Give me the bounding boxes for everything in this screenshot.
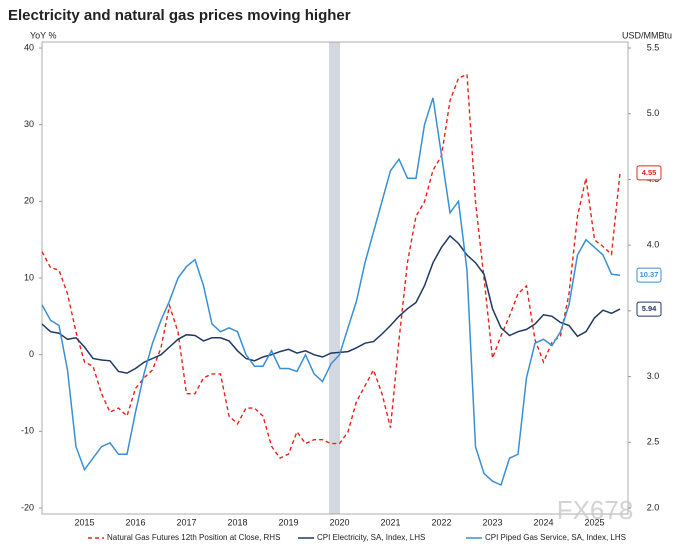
end-label: 4.55: [642, 168, 657, 177]
end-label: 5.94: [642, 304, 657, 313]
end-label-box: [636, 165, 662, 181]
x-tick-label: 2024: [533, 517, 553, 527]
legend-label: CPI Electricity, SA, Index, LHS: [317, 533, 425, 542]
y2-axis-label: USD/MMBtu: [622, 30, 672, 40]
y-tick-label: 30: [24, 119, 34, 129]
series-line: [41, 97, 621, 487]
x-tick-label: 2015: [74, 517, 94, 527]
x-tick-label: 2022: [431, 517, 451, 527]
y2-tick-label: 3.0: [647, 371, 660, 381]
x-tick-label: 2025: [584, 517, 604, 527]
x-tick-label: 2021: [380, 517, 400, 527]
y2-tick-label: 5.0: [647, 108, 660, 118]
legend-label: CPI Piped Gas Service, SA, Index, LHS: [485, 533, 626, 542]
legend-label: Natural Gas Futures 12th Position at Clo…: [107, 533, 280, 542]
y-tick-label: 10: [24, 272, 34, 282]
x-tick-label: 2017: [176, 517, 196, 527]
x-tick-label: 2016: [125, 517, 145, 527]
y-tick-label: 20: [24, 196, 34, 206]
x-tick-label: 2020: [329, 517, 349, 527]
end-label-box: [636, 267, 662, 283]
x-tick-label: 2018: [227, 517, 247, 527]
y2-tick-label: 4.0: [647, 240, 660, 250]
series-line: [41, 234, 621, 374]
watermark: FX678: [557, 495, 634, 525]
y-tick-label: 0: [29, 349, 34, 359]
end-label-box: [636, 301, 662, 317]
y-tick-label: 40: [24, 42, 34, 52]
x-tick-label: 2023: [482, 517, 502, 527]
x-tick-label: 2019: [278, 517, 298, 527]
y-axis-label: YoY %: [30, 30, 57, 40]
y-tick-label: -10: [21, 426, 34, 436]
y2-tick-label: 5.5: [647, 42, 660, 52]
end-label: 10.37: [640, 270, 659, 279]
chart-title: Electricity and natural gas prices movin…: [8, 7, 351, 24]
y2-tick-label: 2.0: [647, 502, 660, 512]
recession-shading: [329, 42, 340, 514]
y2-tick-label: 2.5: [647, 437, 660, 447]
y-tick-label: -20: [21, 502, 34, 512]
